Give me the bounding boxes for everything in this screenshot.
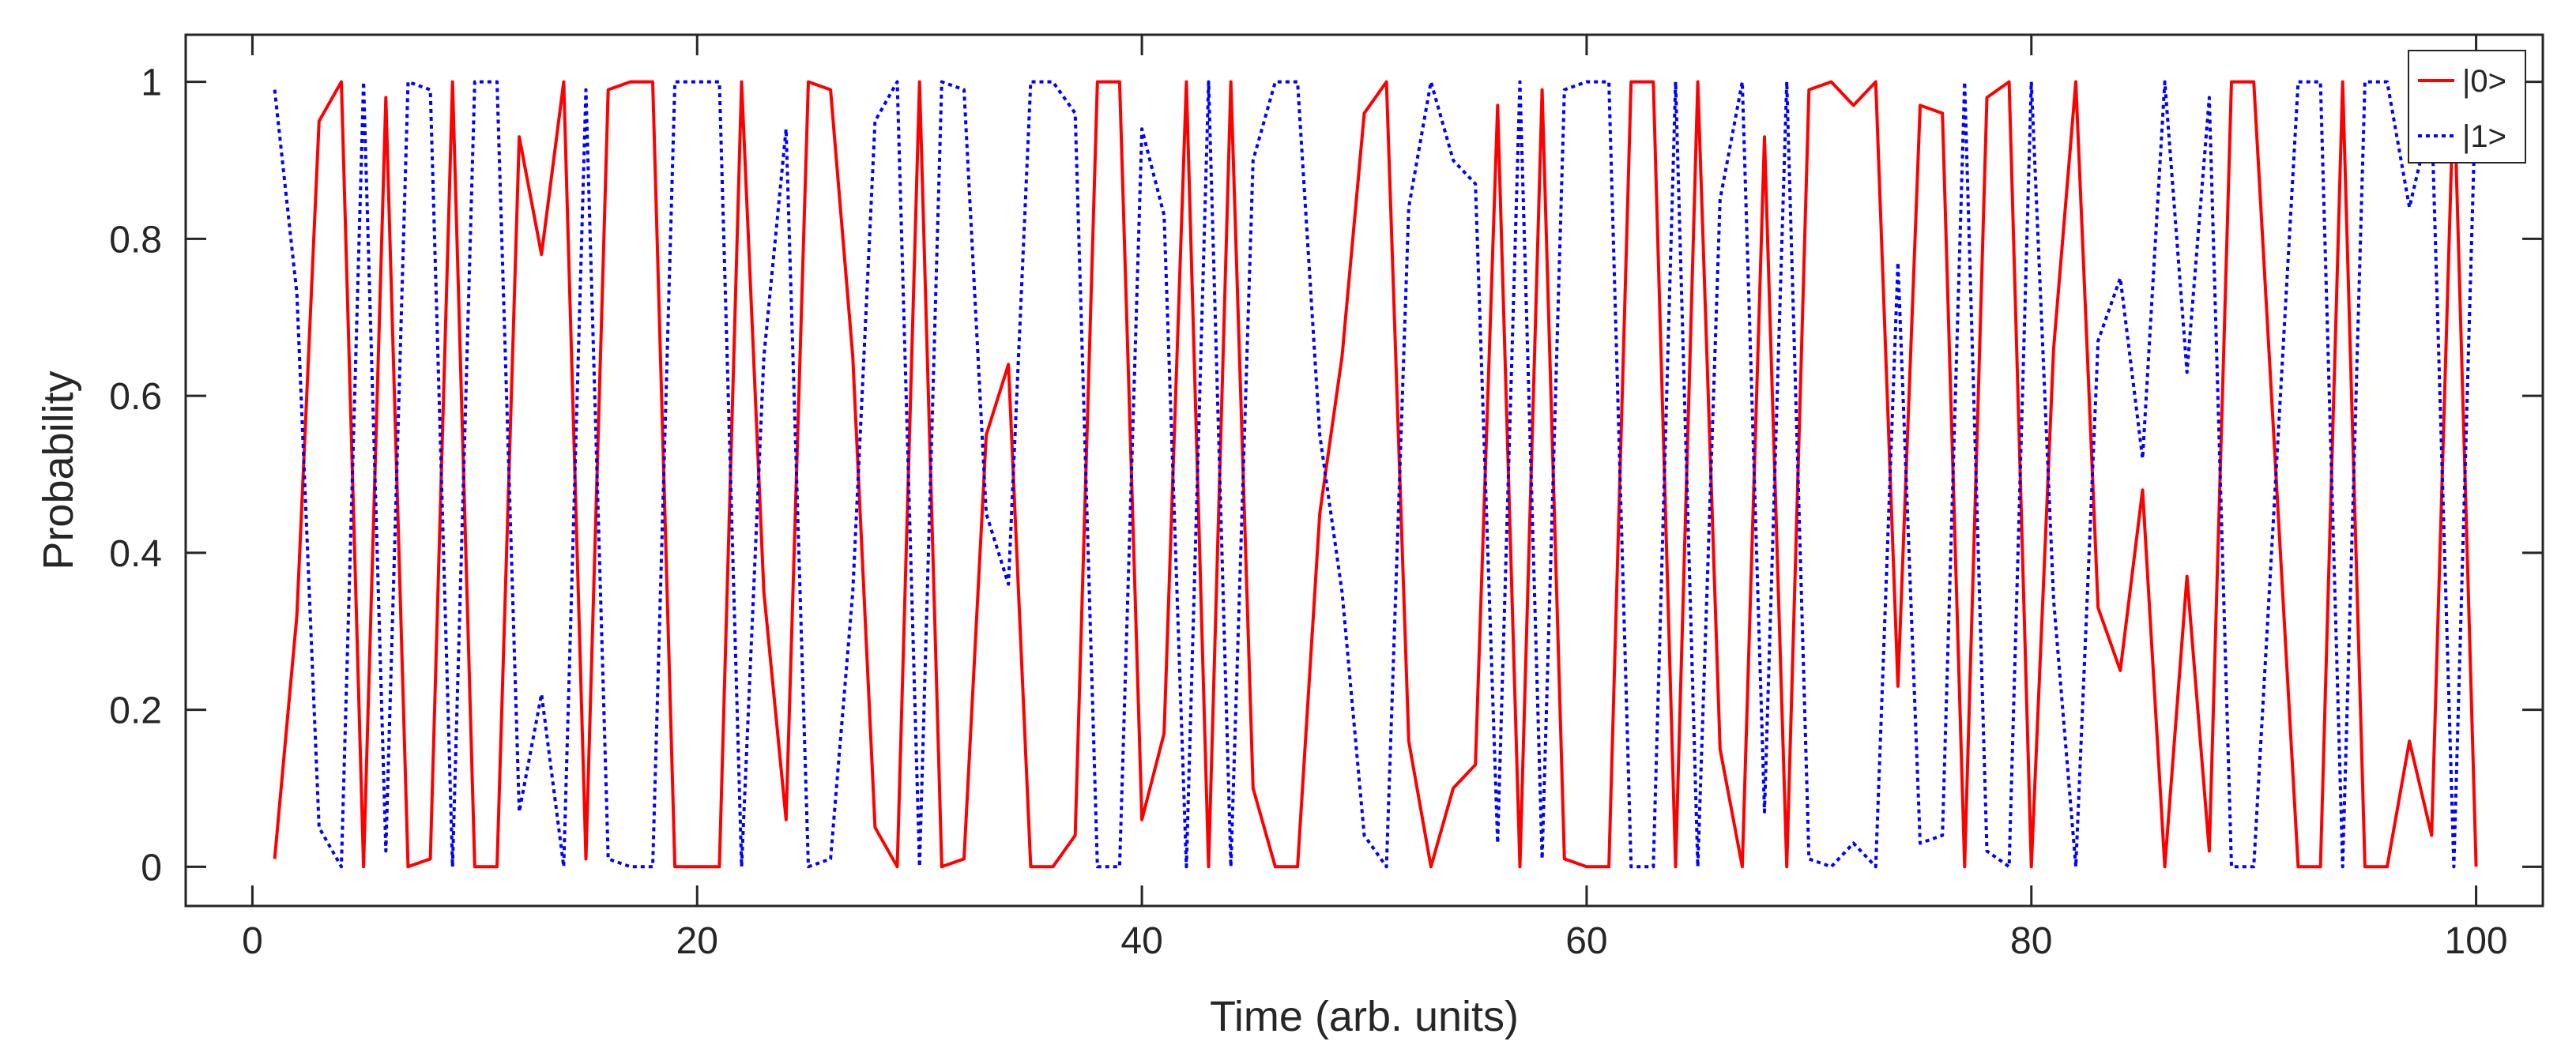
series-line-0 <box>273 80 2478 869</box>
legend-box <box>2408 50 2526 164</box>
axis-ticks <box>186 35 2543 906</box>
x-tick-label: 80 <box>2010 920 2052 962</box>
axes-box <box>184 33 2544 908</box>
x-tick-label: 0 <box>242 920 263 962</box>
legend-label-series-1: |1> <box>2462 119 2506 154</box>
x-axis-title: Time (arb. units) <box>1210 993 1519 1040</box>
y-tick-label: 0 <box>141 847 162 889</box>
legend: |0> |1> <box>2408 50 2526 164</box>
series-line-1 <box>273 80 2478 869</box>
y-tick-label: 0.6 <box>109 376 162 418</box>
x-tick-label: 100 <box>2445 920 2508 962</box>
y-tick-label: 1 <box>141 62 162 104</box>
x-tick-label: 40 <box>1120 920 1162 962</box>
x-tick-label: 20 <box>676 920 718 962</box>
y-tick-label: 0.2 <box>109 690 162 732</box>
y-axis-title: Probability <box>35 370 82 569</box>
plot-lines <box>273 80 2478 869</box>
y-tick-label: 0.8 <box>109 219 162 261</box>
tick-labels: 0 20 40 60 80 100 0 0.2 0.4 0.6 0.8 1 <box>109 62 2507 962</box>
legend-label-series-0: |0> <box>2462 64 2506 99</box>
x-tick-label: 60 <box>1565 920 1607 962</box>
y-tick-label: 0.4 <box>109 533 162 575</box>
